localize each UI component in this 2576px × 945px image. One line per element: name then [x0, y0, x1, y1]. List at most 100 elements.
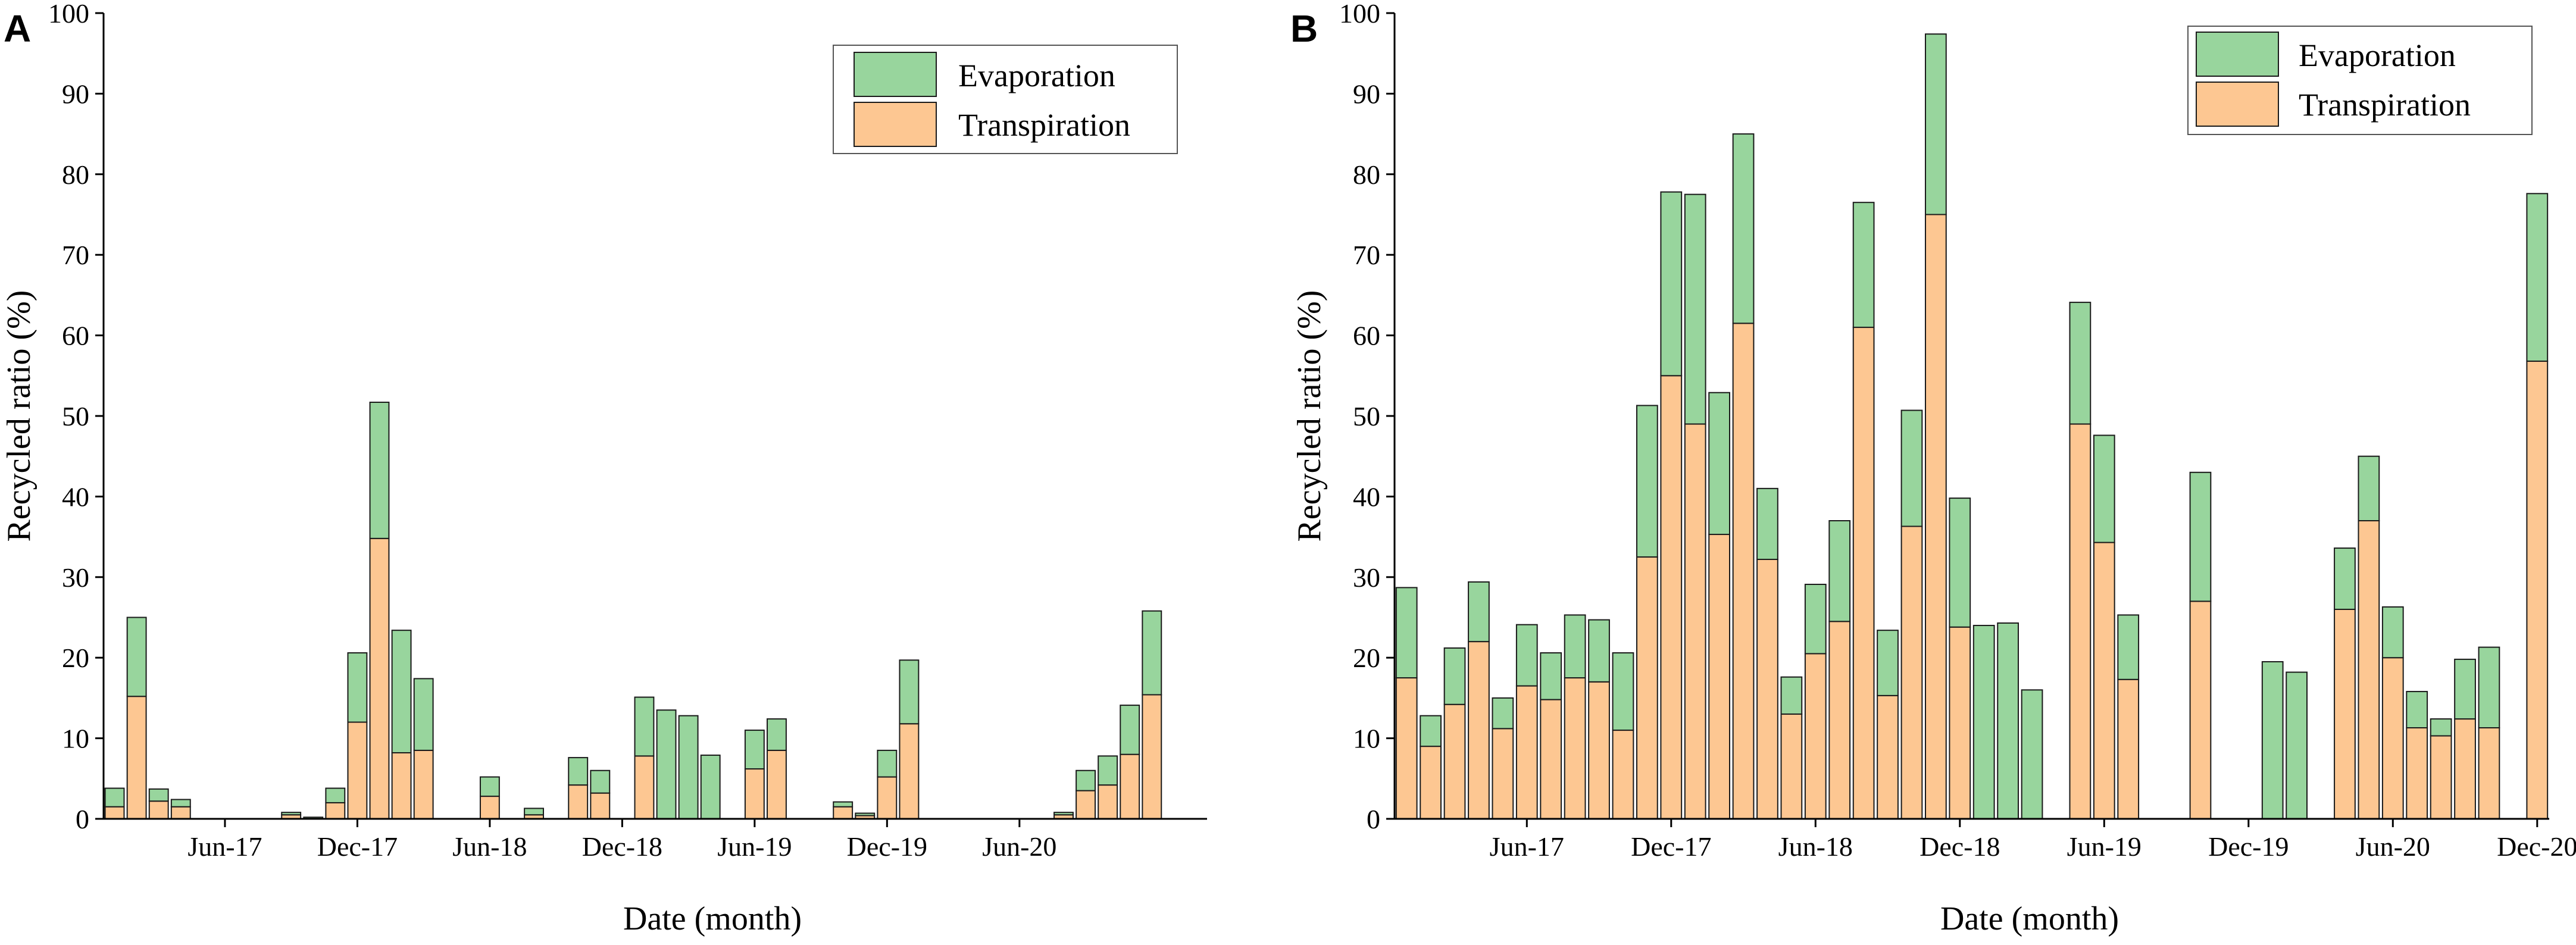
- x-tick-label-a-4: Jun-19: [717, 831, 792, 862]
- bar-transpiration-b-7: [1564, 677, 1586, 820]
- legend-label-transpiration-a: Transpiration: [958, 107, 1130, 143]
- bar-evaporation-a-13: [391, 630, 412, 753]
- y-tick-label-a-70: 70: [62, 240, 89, 270]
- bar-evaporation-a-1: [126, 617, 147, 697]
- y-tick-label-b-100: 100: [1339, 0, 1380, 29]
- bar-evaporation-a-26: [678, 715, 699, 819]
- y-tick-label-a-30: 30: [62, 562, 89, 593]
- x-tick-label-a-1: Dec-17: [317, 831, 398, 862]
- bar-evaporation-b-8: [1588, 619, 1610, 683]
- axes-b: [1386, 12, 2549, 827]
- bar-transpiration-b-8: [1588, 681, 1610, 819]
- bar-evaporation-b-18: [1828, 520, 1851, 622]
- bar-transpiration-b-33: [2189, 600, 2212, 819]
- bar-transpiration-a-36: [899, 723, 920, 820]
- bar-transpiration-b-40: [2358, 520, 2380, 820]
- bar-evaporation-b-29: [2093, 434, 2115, 543]
- y-tick-label-a-20: 20: [62, 643, 89, 673]
- bars-b: [1395, 33, 2549, 820]
- y-axis-title-a: Recycled ratio (%): [1, 290, 37, 542]
- bar-transpiration-a-21: [568, 784, 589, 819]
- bar-evaporation-b-44: [2454, 658, 2476, 720]
- y-tick-label-b-0: 0: [1367, 804, 1380, 834]
- panel-letter-b: B: [1290, 7, 1318, 50]
- bar-transpiration-b-45: [2478, 727, 2500, 820]
- legend-swatch-evaporation-a: [854, 52, 937, 97]
- bar-evaporation-b-12: [1684, 193, 1706, 425]
- bar-evaporation-b-42: [2406, 691, 2428, 728]
- bar-evaporation-b-14: [1732, 133, 1755, 324]
- bar-transpiration-b-11: [1660, 375, 1683, 819]
- bar-evaporation-b-25: [1997, 622, 2019, 820]
- bar-transpiration-a-14: [413, 749, 434, 820]
- bar-transpiration-b-12: [1684, 423, 1706, 819]
- bar-transpiration-b-13: [1708, 534, 1731, 820]
- y-tick-label-a-80: 80: [62, 159, 89, 190]
- bar-evaporation-b-13: [1708, 392, 1731, 536]
- y-tick-label-b-60: 60: [1353, 321, 1380, 351]
- y-tick-labels-a: 0 10 20 30 40 50 60 70 80 90 100: [48, 0, 89, 834]
- bar-evaporation-a-33: [833, 801, 854, 808]
- x-tick-label-b-4: Jun-19: [2067, 831, 2142, 862]
- y-tick-label-a-100: 100: [48, 0, 89, 29]
- bar-evaporation-a-34: [855, 812, 876, 816]
- bar-transpiration-a-22: [590, 792, 611, 819]
- bar-transpiration-b-15: [1756, 559, 1778, 820]
- panel-letter-a: A: [4, 7, 31, 50]
- y-tick-label-b-90: 90: [1353, 79, 1380, 109]
- bar-transpiration-b-10: [1636, 556, 1658, 819]
- x-tick-label-a-5: Dec-19: [847, 831, 927, 862]
- bar-transpiration-b-1: [1420, 746, 1442, 820]
- bar-transpiration-b-39: [2334, 608, 2356, 820]
- bar-evaporation-b-17: [1804, 583, 1827, 655]
- bar-evaporation-b-37: [2286, 671, 2308, 820]
- bar-evaporation-a-44: [1076, 769, 1096, 791]
- x-tick-label-b-6: Jun-20: [2356, 831, 2430, 862]
- y-tick-label-b-50: 50: [1353, 401, 1380, 431]
- bars-a: [104, 401, 1162, 820]
- bar-evaporation-a-27: [700, 755, 721, 820]
- bar-transpiration-b-28: [2069, 423, 2092, 819]
- bar-evaporation-b-28: [2069, 302, 2092, 425]
- bar-evaporation-b-30: [2117, 614, 2140, 680]
- y-tick-label-b-10: 10: [1353, 724, 1380, 754]
- bar-evaporation-a-45: [1098, 755, 1118, 786]
- bar-evaporation-a-30: [766, 718, 787, 751]
- bar-evaporation-b-4: [1492, 697, 1514, 730]
- bar-evaporation-b-39: [2334, 547, 2356, 610]
- bar-transpiration-b-21: [1900, 525, 1923, 819]
- bar-evaporation-b-19: [1852, 202, 1875, 328]
- bar-transpiration-a-1: [126, 696, 147, 820]
- x-tick-label-a-3: Dec-18: [582, 831, 662, 862]
- bar-evaporation-a-10: [325, 787, 346, 803]
- bar-transpiration-b-22: [1924, 214, 1947, 819]
- bar-transpiration-a-33: [833, 806, 854, 819]
- bar-transpiration-a-24: [634, 755, 655, 819]
- bar-transpiration-b-6: [1540, 699, 1562, 820]
- bar-evaporation-a-8: [281, 812, 302, 816]
- legend-b: Evaporation Transpiration: [2187, 26, 2533, 135]
- bar-evaporation-b-41: [2381, 606, 2404, 659]
- bar-transpiration-b-3: [1468, 641, 1490, 819]
- bar-evaporation-b-5: [1515, 624, 1538, 687]
- bar-transpiration-b-41: [2381, 657, 2404, 819]
- bar-transpiration-a-47: [1142, 694, 1162, 820]
- x-axis-title-b: Date (month): [1940, 900, 2119, 937]
- bar-evaporation-a-19: [524, 808, 545, 816]
- bar-transpiration-a-10: [325, 802, 346, 820]
- bar-transpiration-a-17: [479, 796, 500, 820]
- x-tick-labels-b: Jun-17 Dec-17 Jun-18 Dec-18 Jun-19 Dec-19 Jun-…: [1490, 831, 2576, 862]
- bar-evaporation-b-0: [1395, 587, 1418, 679]
- y-tick-label-b-70: 70: [1353, 240, 1380, 270]
- bar-transpiration-b-16: [1780, 713, 1803, 819]
- bar-evaporation-a-2: [148, 788, 169, 802]
- bar-evaporation-a-0: [104, 787, 125, 808]
- bar-transpiration-a-11: [347, 721, 368, 820]
- bar-transpiration-b-2: [1443, 703, 1466, 820]
- bar-evaporation-a-47: [1142, 610, 1162, 696]
- y-tick-label-b-80: 80: [1353, 159, 1380, 190]
- bar-evaporation-a-3: [170, 799, 191, 808]
- bar-transpiration-b-43: [2430, 735, 2452, 819]
